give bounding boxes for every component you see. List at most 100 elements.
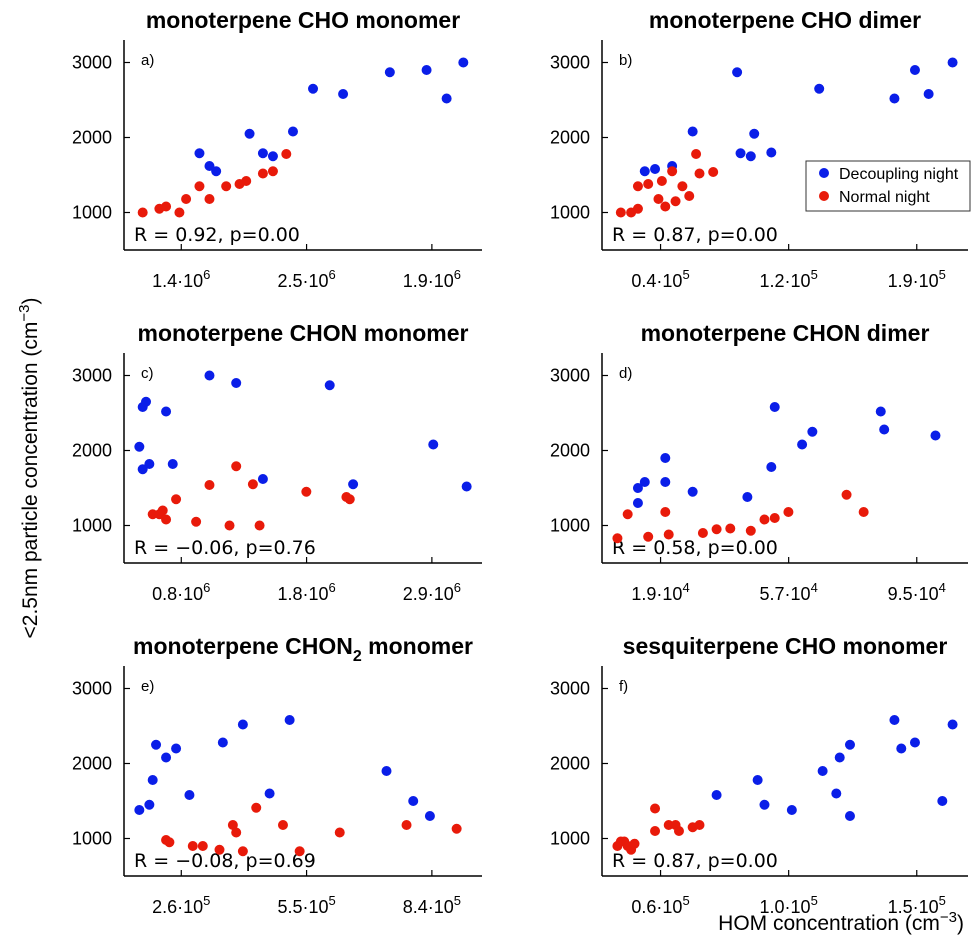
point-normal <box>301 486 312 497</box>
point-decoupling <box>284 715 295 725</box>
point-normal <box>615 207 626 218</box>
point-decoupling <box>947 57 958 68</box>
point-decoupling <box>889 715 900 725</box>
panel-letter: d) <box>619 365 632 382</box>
legend-label-normal: Normal night <box>839 189 930 206</box>
panel-title: monoterpene CHON2 monomer <box>133 633 473 665</box>
point-decoupling <box>632 483 643 493</box>
point-normal <box>667 166 678 177</box>
y-tick-label: 2000 <box>72 128 112 148</box>
point-normal <box>157 505 168 516</box>
y-axis-label-main: <2.5nm particle concentration (cm <box>19 322 42 639</box>
point-normal <box>673 826 684 836</box>
point-normal <box>643 531 654 542</box>
point-decoupling <box>144 459 155 469</box>
point-normal <box>267 166 278 177</box>
x-tick-label: 1.9·104 <box>631 580 689 604</box>
stat-annotation: R = −0.08, p=0.69 <box>134 850 316 872</box>
point-normal <box>451 823 462 834</box>
point-normal <box>650 803 661 814</box>
panel-title: monoterpene CHO monomer <box>146 7 460 33</box>
point-normal <box>622 509 633 520</box>
point-decoupling <box>817 766 828 776</box>
point-normal <box>231 461 242 472</box>
point-decoupling <box>217 737 228 748</box>
point-normal <box>691 149 702 159</box>
point-decoupling <box>749 128 760 139</box>
point-decoupling <box>875 406 886 417</box>
point-decoupling <box>766 462 777 472</box>
stat-annotation: R = 0.92, p=0.00 <box>134 224 300 246</box>
point-decoupling <box>766 147 777 158</box>
point-decoupling <box>660 453 671 463</box>
point-normal <box>214 844 225 855</box>
point-decoupling <box>408 796 419 806</box>
point-decoupling <box>421 65 432 75</box>
point-decoupling <box>711 790 722 800</box>
point-normal <box>858 507 869 517</box>
point-decoupling <box>424 811 435 821</box>
point-normal <box>161 201 172 212</box>
panel-title: monoterpene CHO dimer <box>649 7 921 33</box>
y-tick-label: 3000 <box>550 366 590 386</box>
point-decoupling <box>660 477 671 487</box>
stat-annotation: R = 0.87, p=0.00 <box>612 224 778 246</box>
point-normal <box>344 494 355 505</box>
point-normal <box>783 507 794 517</box>
point-normal <box>197 841 208 851</box>
point-normal <box>759 514 770 525</box>
y-tick-label: 2000 <box>550 128 590 148</box>
y-tick-label: 3000 <box>550 53 590 73</box>
point-decoupling <box>937 796 948 806</box>
x-tick-label: 9.5·104 <box>888 580 946 604</box>
panel-title: monoterpene CHON dimer <box>641 320 930 346</box>
panel-2: 1000 2000 3000 0.4·105 1.2·105 1.9·105 monoter… <box>550 7 968 291</box>
panel-1: 1000 2000 3000 1.4·106 2.5·106 1.9·106 monoter… <box>72 7 482 291</box>
y-tick-label: 1000 <box>72 203 112 223</box>
point-normal <box>643 179 654 189</box>
x-tick-label: 1.2·105 <box>760 267 818 291</box>
x-tick-label: 1.9·105 <box>888 267 946 291</box>
point-normal <box>612 533 623 544</box>
point-normal <box>257 168 268 179</box>
y-axis-label: <2.5nm particle concentration (cm−3) <box>16 297 42 638</box>
point-decoupling <box>211 166 222 177</box>
point-normal <box>137 207 148 218</box>
panel-5: 1000 2000 3000 2.6·105 5.5·105 8.4·105 monoter… <box>72 633 482 917</box>
point-normal <box>334 827 345 838</box>
legend-label-decoupling: Decoupling night <box>839 166 959 183</box>
point-normal <box>653 194 664 204</box>
y-tick-label: 1000 <box>72 829 112 849</box>
point-decoupling <box>807 426 818 437</box>
point-normal <box>841 489 852 500</box>
point-decoupling <box>237 719 248 730</box>
point-decoupling <box>909 737 920 748</box>
y-axis-label-exponent: −3 <box>16 304 33 321</box>
point-decoupling <box>204 370 215 381</box>
point-decoupling <box>461 481 472 492</box>
point-decoupling <box>137 464 148 475</box>
point-decoupling <box>257 148 268 159</box>
point-normal <box>281 149 292 159</box>
point-normal <box>221 181 232 192</box>
point-normal <box>711 524 722 535</box>
point-normal <box>670 196 681 207</box>
point-decoupling <box>231 378 242 388</box>
point-decoupling <box>287 126 298 137</box>
point-normal <box>241 176 252 186</box>
point-normal <box>247 479 258 490</box>
x-tick-label: 1.9·106 <box>403 267 461 291</box>
point-normal <box>694 168 705 179</box>
point-decoupling <box>161 752 172 763</box>
y-tick-label: 3000 <box>72 366 112 386</box>
point-decoupling <box>844 811 855 821</box>
panels-group: 1000 2000 3000 1.4·106 2.5·106 1.9·106 monoter… <box>72 7 968 917</box>
point-decoupling <box>889 93 900 104</box>
point-decoupling <box>338 89 349 99</box>
legend-box <box>805 160 971 212</box>
point-decoupling <box>324 380 335 391</box>
point-decoupling <box>144 799 155 810</box>
point-normal <box>663 529 674 540</box>
x-tick-label: 2.6·105 <box>152 893 210 917</box>
